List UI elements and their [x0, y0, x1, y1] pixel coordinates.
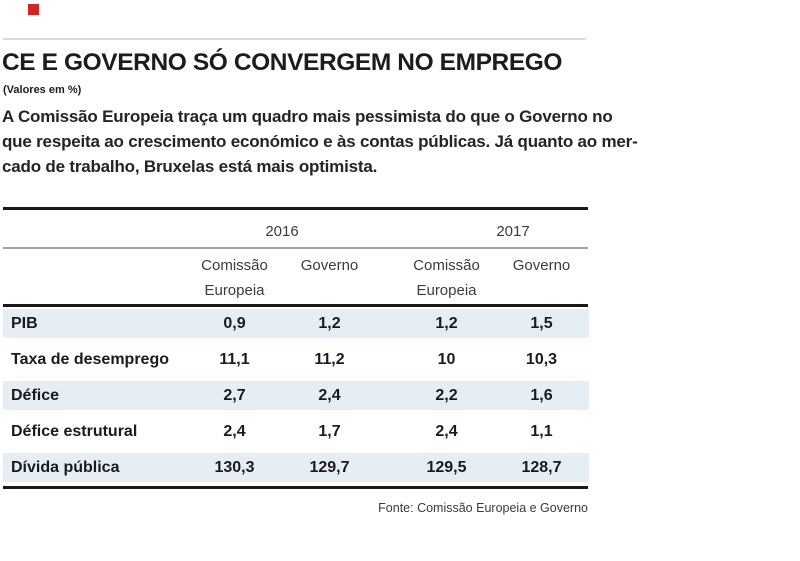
row-value: 2,2 — [435, 387, 458, 404]
table-row: Défice 2,7 2,4 2,2 1,6 — [3, 381, 589, 410]
row-value: 1,2 — [435, 315, 458, 332]
table-row: Dívida pública 130,3 129,7 129,5 128,7 — [3, 453, 589, 482]
header-bottom-border — [3, 304, 588, 307]
row-label: Dívida pública — [11, 459, 120, 476]
row-value: 129,7 — [309, 459, 350, 476]
table-top-border — [3, 207, 588, 210]
top-divider — [3, 38, 586, 40]
source-credit: Fonte: Comissão Europeia e Governo — [378, 501, 588, 515]
row-value: 128,7 — [521, 459, 562, 476]
year-group-2017: 2017 — [496, 223, 530, 240]
row-label: Taxa de desemprego — [11, 351, 169, 368]
year-group-2016: 2016 — [265, 223, 299, 240]
row-value: 1,6 — [530, 387, 553, 404]
brand-red-square-icon — [28, 4, 39, 15]
column-header-governo-2016: Governo — [300, 257, 359, 274]
year-divider — [3, 247, 588, 249]
row-label: Défice estrutural — [11, 423, 138, 440]
row-value: 2,4 — [435, 423, 458, 440]
row-value: 11,2 — [314, 351, 345, 368]
intro-paragraph: A Comissão Europeia traça um quadro mais… — [2, 107, 638, 176]
table-row: Taxa de desemprego 11,1 11,2 10 10,3 — [3, 345, 589, 374]
page-subtitle: (Valores em %) — [3, 84, 82, 96]
table-bottom-border — [3, 486, 588, 489]
row-value: 1,5 — [530, 315, 553, 332]
row-value: 10 — [437, 351, 456, 368]
row-value: 10,3 — [525, 351, 558, 368]
row-value: 2,7 — [223, 387, 246, 404]
row-label: PIB — [11, 315, 38, 332]
row-value: 129,5 — [426, 459, 467, 476]
row-value: 1,7 — [318, 423, 341, 440]
table-row: Défice estrutural 2,4 1,7 2,4 1,1 — [3, 417, 589, 446]
row-value: 1,2 — [318, 315, 341, 332]
column-header-ce-2017: Comissão Europeia — [413, 257, 480, 299]
table-header-row: Comissão Europeia Governo Comissão Europ… — [3, 253, 589, 303]
column-header-ce-2016: Comissão Europeia — [201, 257, 268, 299]
row-value: 2,4 — [223, 423, 246, 440]
row-value: 11,1 — [219, 351, 250, 368]
row-value: 1,1 — [530, 423, 553, 440]
row-value: 2,4 — [318, 387, 341, 404]
column-header-governo-2017: Governo — [512, 257, 571, 274]
row-value: 0,9 — [223, 315, 246, 332]
row-label: Défice — [11, 387, 60, 404]
page-title: CE E GOVERNO SÓ CONVERGEM NO EMPREGO — [2, 49, 563, 76]
table-body: PIB 0,9 1,2 1,2 1,5 Taxa de desemprego 11,1 11,… — [3, 309, 589, 489]
table-year-row: 2016 2017 — [3, 223, 589, 247]
table-row: PIB 0,9 1,2 1,2 1,5 — [3, 309, 589, 338]
row-value: 130,3 — [214, 459, 255, 476]
